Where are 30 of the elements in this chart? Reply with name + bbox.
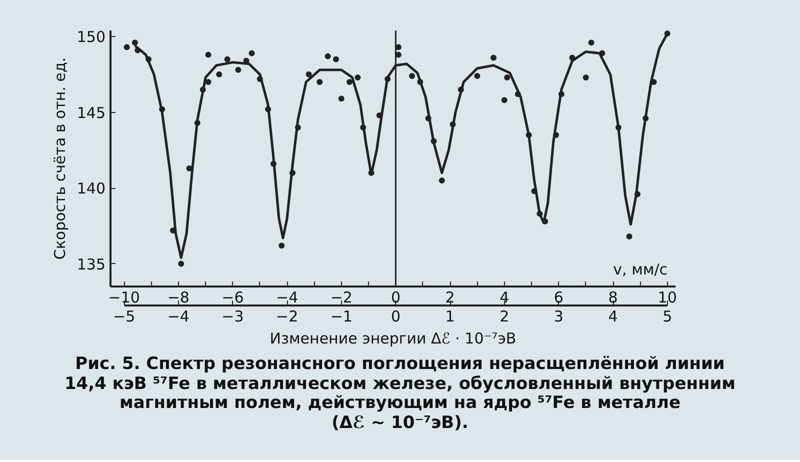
x-tick-label: 0 bbox=[390, 288, 400, 306]
x2-tick-label: 2 bbox=[500, 308, 510, 326]
x-tick-label: 6 bbox=[554, 288, 564, 306]
y-axis-title: Скорость счёта в отн. ед. bbox=[50, 57, 69, 260]
x2-tick-label: −5 bbox=[113, 308, 136, 326]
x2-tick-label: −2 bbox=[276, 308, 298, 326]
x2-tick-label: −1 bbox=[330, 308, 352, 326]
y-tick-label: 145 bbox=[76, 104, 106, 122]
x-tick-label: −2 bbox=[330, 288, 352, 306]
text: Рис. 5. Спектр резонансного поглощения нерасщеплённой линии 14,4 кэВ ⁵⁷Fe в металлическом железе, обусловленный внутренним магнитным полем, действующим на ядро ⁵⁷Fe в металле (Δℰ ~ 10⁻⁷эВ). bbox=[64, 354, 736, 434]
x-tick-label: 8 bbox=[608, 288, 618, 306]
y-tick-label: 135 bbox=[76, 255, 106, 274]
x2-tick-label: 0 bbox=[390, 308, 400, 326]
y-tick-label: 150 bbox=[76, 28, 106, 46]
x2-tick-label: 5 bbox=[662, 308, 672, 326]
x2-tick-label: 3 bbox=[554, 308, 564, 326]
x2-axis-title: Изменение энергии Δℰ · 10⁻⁷эВ bbox=[270, 330, 516, 348]
x-tick-label: −10 bbox=[108, 288, 140, 306]
x2-tick-label: 1 bbox=[445, 308, 455, 326]
x-tick-label: −4 bbox=[276, 288, 298, 306]
x-tick-label: −6 bbox=[222, 288, 244, 306]
x2-tick-label: −4 bbox=[167, 308, 190, 326]
x-tick-label: −8 bbox=[167, 288, 190, 306]
x-axis-title: v, мм/с bbox=[613, 260, 668, 278]
x2-tick-label: −3 bbox=[222, 308, 244, 326]
y-tick-label: 140 bbox=[76, 180, 106, 198]
x-tick-label: 10 bbox=[658, 288, 677, 306]
x2-tick-label: 4 bbox=[608, 308, 618, 326]
x-tick-label: 4 bbox=[500, 288, 510, 306]
x-tick-label: 2 bbox=[445, 288, 455, 306]
